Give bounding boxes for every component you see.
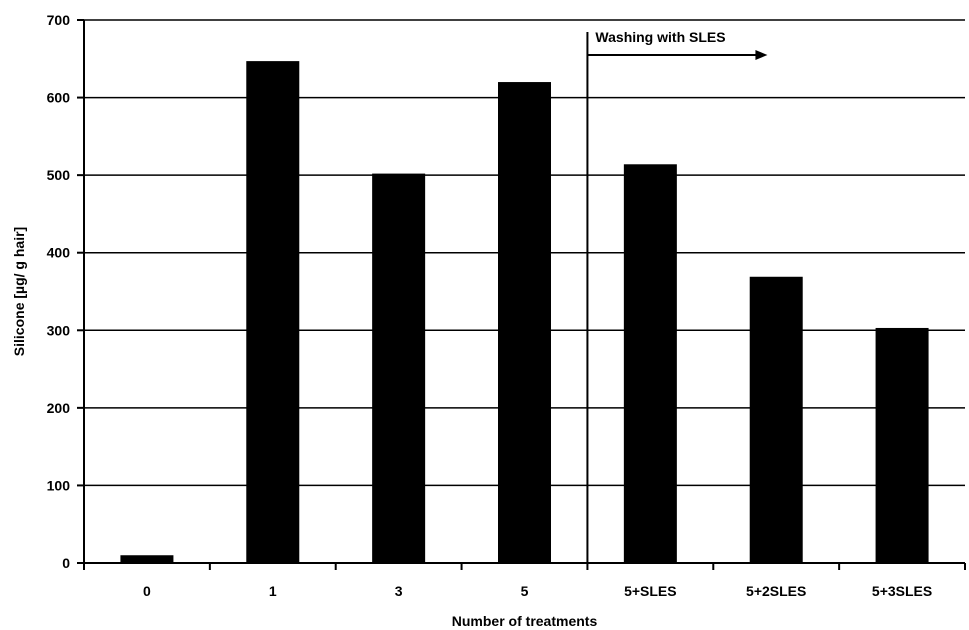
- bar-5+SLES: [623, 164, 677, 564]
- y-axis-ticks: 0 100 200 300 400 500 600 700: [47, 12, 84, 571]
- x-tick-label: 5+2SLES: [746, 583, 806, 599]
- x-tick-label: 5+SLES: [624, 583, 677, 599]
- x-axis-ticks: 0 1 3 5 5+SLES 5+2SLES 5+3SLES: [83, 563, 966, 599]
- washing-annotation-label: Washing with SLES: [595, 29, 725, 45]
- x-tick-label: 5+3SLES: [872, 583, 932, 599]
- bars: [120, 61, 929, 564]
- y-tick-label: 700: [47, 12, 71, 28]
- y-tick-label: 400: [47, 245, 71, 261]
- washing-annotation: Washing with SLES: [586, 29, 768, 563]
- y-tick-label: 300: [47, 322, 71, 338]
- bar-5+3SLES: [875, 327, 929, 563]
- x-tick-label: 5: [521, 583, 529, 599]
- x-tick-label: 1: [269, 583, 277, 599]
- y-tick-label: 0: [62, 555, 70, 571]
- y-tick-label: 200: [47, 400, 71, 416]
- y-tick-label: 500: [47, 167, 71, 183]
- bar-5: [498, 82, 551, 564]
- bar-3: [372, 173, 426, 563]
- x-tick-label: 0: [143, 583, 151, 599]
- washing-arrow-head: [755, 50, 768, 60]
- x-tick-label: 3: [395, 583, 403, 599]
- bar-5+2SLES: [749, 276, 803, 563]
- y-tick-label: 100: [47, 477, 71, 493]
- y-tick-label: 600: [47, 90, 71, 106]
- y-axis-title: Silicone [µg/ g hair]: [11, 227, 27, 356]
- bar-0: [120, 555, 174, 563]
- x-axis-title: Number of treatments: [452, 613, 598, 629]
- bar-1: [246, 61, 300, 564]
- axes: [83, 20, 965, 564]
